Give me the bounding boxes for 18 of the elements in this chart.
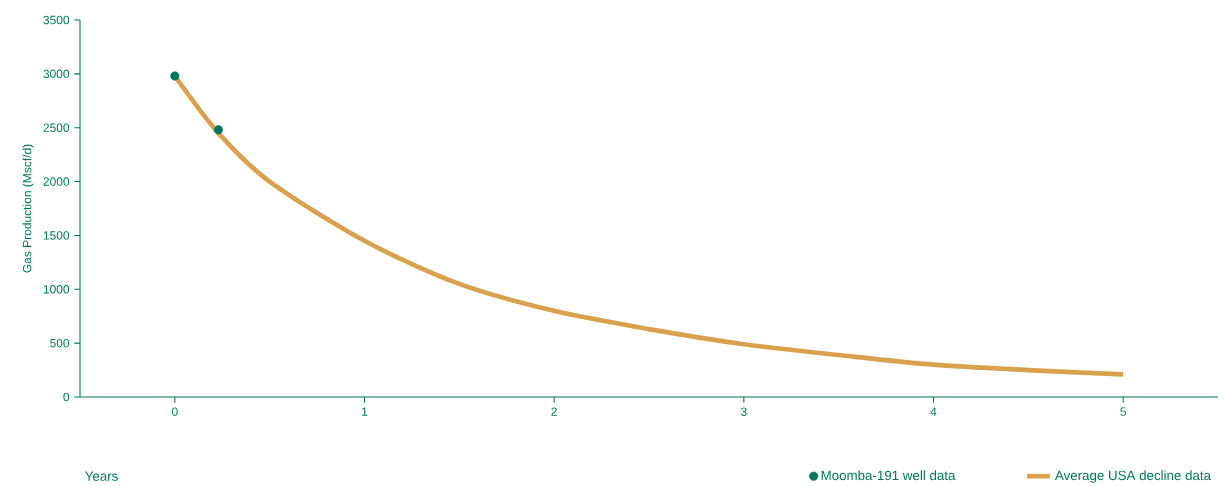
y-tick-label: 0 [63,392,70,402]
legend-label: Average USA decline data [1054,470,1212,483]
y-axis-title: Gas Production (Mscf/d) [22,144,34,273]
y-tick-label: 500 [50,338,70,348]
y-tick-label: 1000 [43,285,70,294]
y-tick-label: 3500 [43,15,70,25]
y-tick-label: 2500 [43,123,70,132]
y-tick-label: 3000 [43,69,70,79]
y-tick-label: 1500 [43,231,70,240]
x-axis-title: Years [85,471,118,481]
x-tick-label: 2 [551,407,557,416]
legend-label: Moomba-191 well data [821,470,956,481]
x-tick-label: 4 [930,407,937,416]
x-tick-label: 3 [740,407,747,416]
x-tick-label: 0 [171,407,178,416]
y-tick-label: 2000 [43,177,70,186]
x-tick-label: 5 [1120,407,1126,416]
x-tick-label: 1 [362,407,368,416]
